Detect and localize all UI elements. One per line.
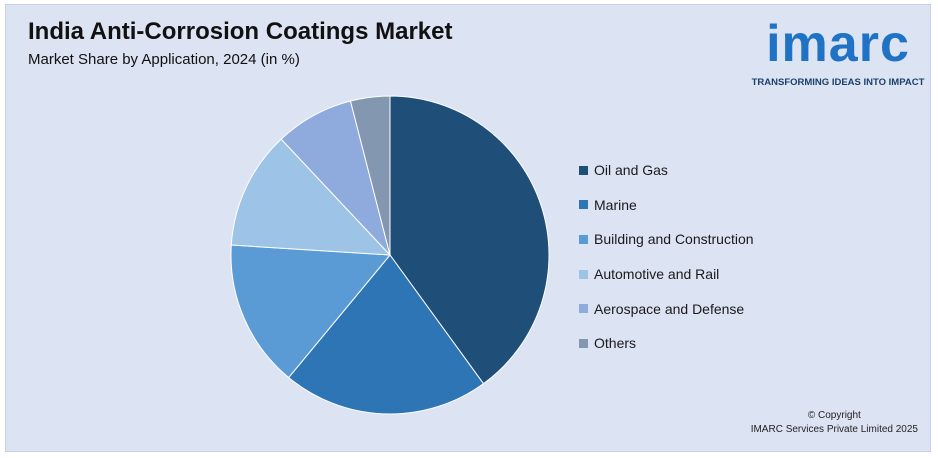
pie-slice-oil-and-gas [389, 95, 550, 385]
logo-tagline: TRANSFORMING IDEAS INTO IMPACT [751, 77, 925, 88]
chart-legend: Oil and Gas Marine Building and Constructi… [579, 153, 754, 361]
legend-label-marine: Marine [594, 196, 637, 213]
imarc-logo: imarc TRANSFORMING IDEAS INTO IMPACT [748, 11, 928, 91]
legend-item-automotive-and-rail: Automotive and Rail [579, 257, 754, 292]
copyright-line-2: IMARC Services Private Limited 2025 [750, 424, 918, 435]
legend-swatch-automotive-and-rail [579, 269, 588, 279]
legend-label-building-and-construction: Building and Construction [594, 231, 754, 248]
legend-item-others: Others [579, 326, 754, 361]
pie-chart [230, 95, 550, 415]
legend-swatch-building-and-construction [579, 234, 588, 244]
chart-card: India Anti-Corrosion Coatings Market Mar… [5, 4, 931, 452]
chart-title: India Anti-Corrosion Coatings Market [28, 18, 453, 45]
chart-subtitle: Market Share by Application, 2024 (in %) [28, 51, 300, 68]
pie-slice-building-and-construction [230, 244, 392, 379]
copyright-line-1: © Copyright [807, 410, 861, 421]
legend-swatch-marine [579, 200, 588, 210]
legend-item-marine: Marine [579, 188, 754, 223]
legend-label-aerospace-and-defense: Aerospace and Defense [594, 300, 745, 317]
legend-label-automotive-and-rail: Automotive and Rail [594, 266, 720, 283]
copyright-notice: © Copyright IMARC Services Private Limit… [751, 409, 918, 437]
legend-swatch-others [579, 338, 588, 348]
legend-label-oil-and-gas: Oil and Gas [594, 162, 668, 179]
pie-slice-others [349, 95, 391, 256]
legend-item-building-and-construction: Building and Construction [579, 222, 754, 257]
legend-swatch-aerospace-and-defense [579, 304, 588, 314]
logo-wordmark: imarc [766, 15, 910, 73]
legend-item-aerospace-and-defense: Aerospace and Defense [579, 291, 754, 326]
legend-label-others: Others [594, 335, 637, 352]
pie-slice-marine [287, 254, 485, 415]
legend-swatch-oil-and-gas [579, 165, 588, 175]
pie-slice-automotive-and-rail [230, 138, 392, 256]
legend-item-oil-and-gas: Oil and Gas [579, 153, 754, 188]
